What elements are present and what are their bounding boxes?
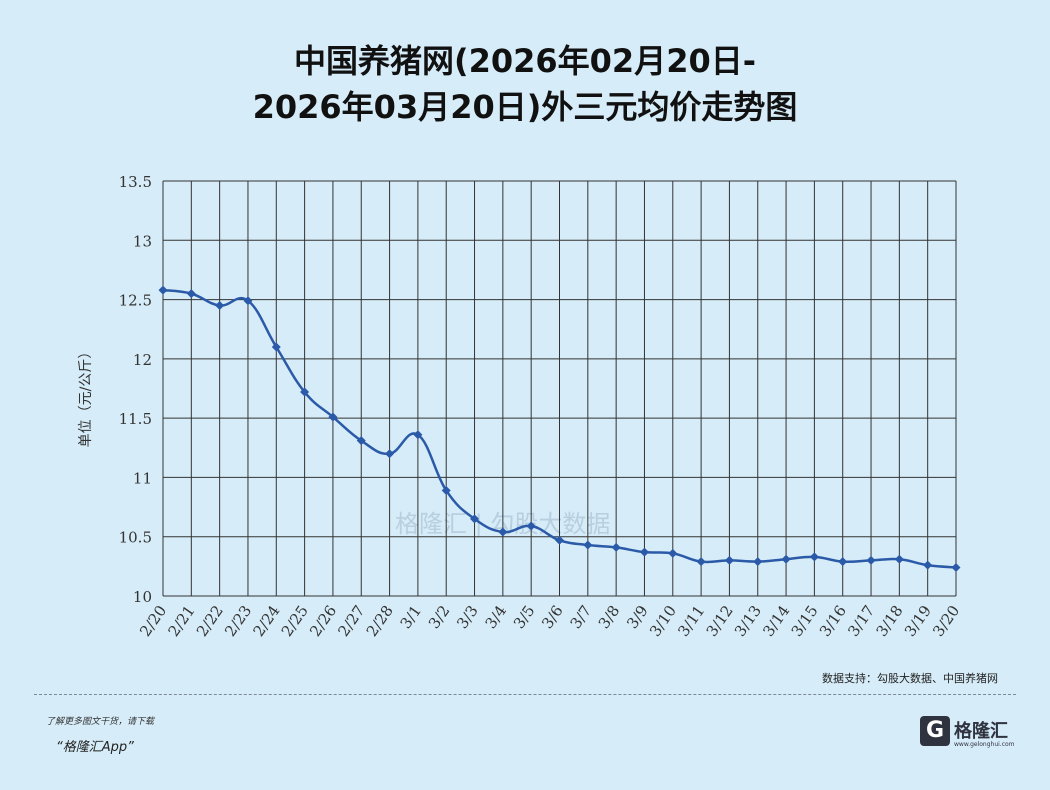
data-point <box>781 554 791 564</box>
data-point <box>724 555 734 565</box>
y-tick-label: 11.5 <box>119 410 152 428</box>
data-point <box>639 547 649 557</box>
logo-g-icon: G <box>920 716 950 746</box>
data-point <box>583 540 593 550</box>
x-tick-label: 2/21 <box>165 602 199 640</box>
x-tick-label: 3/13 <box>731 602 765 640</box>
x-tick-label: 3/7 <box>567 602 596 632</box>
logo-url: www.gelonghui.com <box>954 741 1015 748</box>
x-tick-label: 3/20 <box>929 602 963 640</box>
data-point <box>441 485 451 495</box>
chart-title-line-2: 2026年03月20日)外三元均价走势图 <box>252 88 798 126</box>
data-point <box>866 555 876 565</box>
logo-text: 格隆汇 <box>954 721 1008 742</box>
data-point <box>356 436 366 446</box>
x-tick-label: 2/20 <box>136 602 170 640</box>
y-tick-label: 10 <box>133 588 152 606</box>
data-point <box>413 430 423 440</box>
x-tick-label: 2/23 <box>221 602 255 640</box>
y-tick-label: 12 <box>133 351 152 369</box>
y-axis-label: 单位（元/公斤） <box>78 345 94 448</box>
x-tick-label: 2/28 <box>363 602 397 640</box>
x-axis-ticks: 2/202/212/222/232/242/252/262/272/28 3/1 3… <box>136 602 963 640</box>
x-tick-label: 3/2 <box>425 602 454 632</box>
x-tick-label: 3/17 <box>844 602 878 640</box>
data-point <box>611 542 621 552</box>
chart-title: 中国养猪网(2026年02月20日- 2026年03月20日)外三元均价走势图 <box>0 38 1050 130</box>
x-tick-label: 2/26 <box>306 602 340 640</box>
data-point <box>300 387 310 397</box>
data-point <box>753 557 763 567</box>
data-point <box>328 412 338 422</box>
x-tick-label: 2/25 <box>278 602 312 640</box>
x-tick-label: 3/10 <box>646 602 680 640</box>
data-point <box>215 301 225 310</box>
x-tick-label: 3/15 <box>788 602 822 640</box>
data-point <box>838 557 848 567</box>
data-point <box>271 342 281 352</box>
x-tick-label: 3/11 <box>674 602 708 640</box>
x-tick-label: 3/18 <box>873 602 907 640</box>
data-point <box>951 563 961 573</box>
x-tick-label: 2/24 <box>249 602 283 640</box>
data-point <box>526 521 536 531</box>
divider <box>34 694 1016 695</box>
data-points <box>158 285 961 573</box>
data-point <box>809 552 819 562</box>
x-tick-label: 3/16 <box>816 602 850 640</box>
y-tick-label: 13.5 <box>119 173 152 191</box>
source-note: 数据支持：勾股大数据、中国养猪网 <box>822 672 998 685</box>
x-tick-label: 3/19 <box>901 602 935 640</box>
data-point <box>186 289 196 299</box>
x-tick-label: 3/14 <box>759 602 793 640</box>
x-tick-label: 3/4 <box>482 602 511 632</box>
chart-grid <box>162 180 957 597</box>
y-tick-label: 12.5 <box>119 292 152 310</box>
y-tick-label: 10.5 <box>119 529 152 547</box>
chart-title-line-1: 中国养猪网(2026年02月20日- <box>293 42 757 80</box>
x-tick-label: 2/22 <box>193 602 227 640</box>
data-point <box>158 285 168 295</box>
data-point <box>923 560 933 570</box>
y-tick-label: 11 <box>133 469 152 487</box>
data-point <box>385 449 395 459</box>
x-tick-label: 3/8 <box>595 602 624 632</box>
x-tick-label: 3/12 <box>703 602 737 640</box>
x-tick-label: 3/1 <box>397 602 426 632</box>
x-tick-label: 3/6 <box>538 602 567 632</box>
data-point <box>555 535 564 545</box>
y-tick-label: 13 <box>133 232 152 250</box>
data-point <box>470 514 480 524</box>
data-point <box>696 557 706 567</box>
data-point <box>243 296 253 306</box>
x-tick-label: 3/5 <box>510 602 539 632</box>
data-point <box>894 554 904 564</box>
app-name-text: “格隆汇App” <box>56 740 134 755</box>
data-point <box>498 527 508 537</box>
gelonghui-logo: G 格隆汇 www.gelonghui.com <box>920 716 1016 752</box>
data-point <box>668 548 678 558</box>
y-axis-ticks: 13.5 13 12.5 12 11.5 11 10.5 10 <box>119 173 152 606</box>
x-tick-label: 3/3 <box>453 602 482 632</box>
promo-text: 了解更多图文干货，请下载 <box>46 717 155 727</box>
x-tick-label: 2/27 <box>334 602 368 640</box>
